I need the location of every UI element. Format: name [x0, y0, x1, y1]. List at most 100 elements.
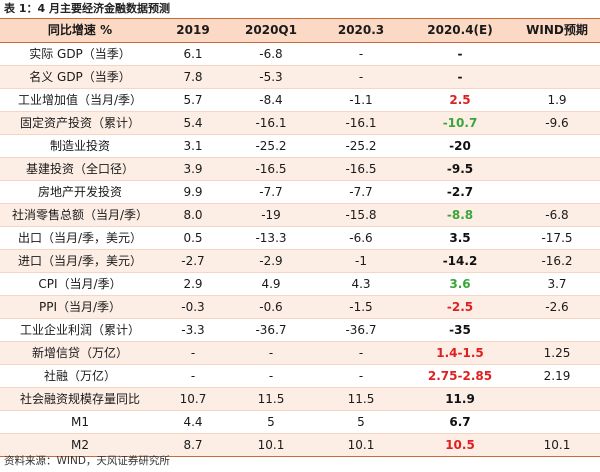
cell-2020q1: -0.6: [226, 295, 316, 319]
cell-wind: [514, 387, 600, 411]
cell-wind: -16.2: [514, 249, 600, 273]
cell-2020-3: -25.2: [316, 134, 406, 158]
cell-2019: 10.7: [160, 387, 226, 411]
table-row: 新增信贷（万亿） - - -1.4-1.5 1.25: [0, 341, 600, 365]
cell-2020q1: 5: [226, 410, 316, 434]
cell-2020q1: -5.3: [226, 65, 316, 89]
table-row: 进口（当月/季，美元） -2.7 -2.9 -1 -14.2 -16.2: [0, 249, 600, 273]
cell-indicator: CPI（当月/季）: [0, 272, 160, 296]
cell-2020q1: -16.1: [226, 111, 316, 135]
cell-2020-3: 5: [316, 410, 406, 434]
cell-2019: 7.8: [160, 65, 226, 89]
table-row: 社会融资规模存量同比 10.7 11.5 11.5 11.9: [0, 387, 600, 411]
cell-2020-4e: -: [406, 65, 514, 89]
cell-wind: [514, 65, 600, 89]
cell-2019: 9.9: [160, 180, 226, 204]
cell-2020q1: 4.9: [226, 272, 316, 296]
cell-wind: -6.8: [514, 203, 600, 227]
cell-2020-3: 4.3: [316, 272, 406, 296]
cell-2020-4e: 1.4-1.5: [406, 341, 514, 365]
cell-2019: 8.7: [160, 433, 226, 457]
cell-2019: 5.7: [160, 88, 226, 112]
cell-wind: 1.25: [514, 341, 600, 365]
cell-wind: 3.7: [514, 272, 600, 296]
cell-2020-3: -7.7: [316, 180, 406, 204]
cell-2019: 0.5: [160, 226, 226, 250]
cell-indicator: 工业企业利润（累计）: [0, 318, 160, 342]
table-row: 制造业投资 3.1 -25.2 -25.2 -20: [0, 134, 600, 158]
cell-indicator: 制造业投资: [0, 134, 160, 158]
cell-2019: 2.9: [160, 272, 226, 296]
cell-2020-4e: 3.6: [406, 272, 514, 296]
cell-2020q1: -2.9: [226, 249, 316, 273]
cell-indicator: 进口（当月/季，美元）: [0, 249, 160, 273]
cell-indicator: 新增信贷（万亿）: [0, 341, 160, 365]
cell-indicator: 名义 GDP（当季）: [0, 65, 160, 89]
cell-2020-3: -: [316, 341, 406, 365]
cell-2020-4e: -2.5: [406, 295, 514, 319]
cell-2020-3: 10.1: [316, 433, 406, 457]
cell-2019: 3.9: [160, 157, 226, 181]
table-row: 名义 GDP（当季） 7.8 -5.3- -: [0, 65, 600, 89]
cell-2019: 8.0: [160, 203, 226, 227]
cell-2020-3: 11.5: [316, 387, 406, 411]
cell-2020-4e: -10.7: [406, 111, 514, 135]
cell-2020-3: -: [316, 42, 406, 66]
cell-indicator: 工业增加值（当月/季）: [0, 88, 160, 112]
cell-indicator: PPI（当月/季）: [0, 295, 160, 319]
cell-wind: [514, 42, 600, 66]
cell-indicator: 固定资产投资（累计）: [0, 111, 160, 135]
cell-wind: [514, 410, 600, 434]
cell-wind: [514, 157, 600, 181]
cell-wind: [514, 134, 600, 158]
table-caption: 表 1：4 月主要经济金融数据预测: [4, 2, 170, 15]
cell-2020-4e: -9.5: [406, 157, 514, 181]
cell-2019: 6.1: [160, 42, 226, 66]
cell-2020-4e: -35: [406, 318, 514, 342]
cell-2020-3: -16.1: [316, 111, 406, 135]
header-indicator: 同比增速 %: [0, 18, 160, 43]
header-2020-4e: 2020.4(E): [406, 18, 514, 43]
cell-indicator: 房地产开发投资: [0, 180, 160, 204]
cell-2020-4e: -: [406, 42, 514, 66]
cell-2020-3: -36.7: [316, 318, 406, 342]
cell-indicator: 出口（当月/季，美元）: [0, 226, 160, 250]
cell-2020q1: -7.7: [226, 180, 316, 204]
cell-2020q1: -: [226, 341, 316, 365]
cell-indicator: 社融（万亿）: [0, 364, 160, 388]
table-row: 出口（当月/季，美元） 0.5 -13.3 -6.6 3.5 -17.5: [0, 226, 600, 250]
table-row: 社消零售总额（当月/季） 8.0 -19 -15.8 -8.8 -6.8: [0, 203, 600, 227]
cell-2020q1: -: [226, 364, 316, 388]
cell-2020q1: 10.1: [226, 433, 316, 457]
cell-2020-4e: 2.5: [406, 88, 514, 112]
cell-2019: -3.3: [160, 318, 226, 342]
cell-wind: -2.6: [514, 295, 600, 319]
cell-wind: 1.9: [514, 88, 600, 112]
cell-2020-4e: -2.7: [406, 180, 514, 204]
cell-2020-4e: 11.9: [406, 387, 514, 411]
cell-indicator: 社会融资规模存量同比: [0, 387, 160, 411]
cell-2020q1: -36.7: [226, 318, 316, 342]
cell-wind: 10.1: [514, 433, 600, 457]
cell-2020-4e: -20: [406, 134, 514, 158]
table-row: 实际 GDP（当季） 6.1 -6.8- -: [0, 42, 600, 66]
cell-indicator: 社消零售总额（当月/季）: [0, 203, 160, 227]
cell-2020-3: -1.5: [316, 295, 406, 319]
cell-2019: 5.4: [160, 111, 226, 135]
header-2020-3: 2020.3: [316, 18, 406, 43]
forecast-table: 同比增速 % 2019 2020Q1 2020.3 2020.4(E) WIND…: [0, 18, 600, 457]
cell-2019: 3.1: [160, 134, 226, 158]
cell-indicator: M2: [0, 433, 160, 457]
cell-2020-4e: -8.8: [406, 203, 514, 227]
cell-indicator: 基建投资（全口径）: [0, 157, 160, 181]
cell-2020-4e: 10.5: [406, 433, 514, 457]
cell-2019: -0.3: [160, 295, 226, 319]
header-wind: WIND预期: [514, 18, 600, 43]
cell-indicator: 实际 GDP（当季）: [0, 42, 160, 66]
table-row: 社融（万亿） - - -2.75-2.85 2.19: [0, 364, 600, 388]
header-2020q1: 2020Q1: [226, 18, 316, 43]
cell-2020q1: -8.4: [226, 88, 316, 112]
cell-2020-4e: 2.75-2.85: [406, 364, 514, 388]
cell-wind: -9.6: [514, 111, 600, 135]
table-row: 固定资产投资（累计） 5.4 -16.1 -16.1 -10.7 -9.6: [0, 111, 600, 135]
